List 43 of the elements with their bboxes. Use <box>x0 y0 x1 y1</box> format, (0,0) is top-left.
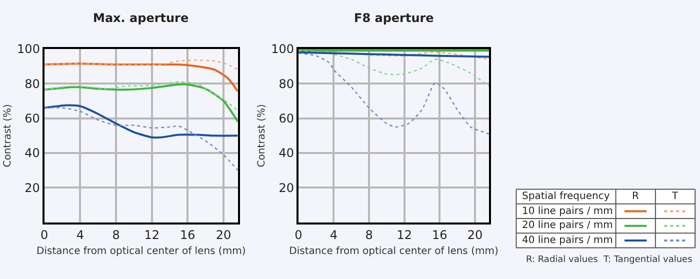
x-axis-title: Distance from optical center of lens (mm) <box>36 246 246 257</box>
x-tick-label: 16 <box>432 228 448 242</box>
line-series <box>44 104 238 139</box>
line-series <box>44 62 238 92</box>
y-tick-label: 40 <box>24 146 40 160</box>
x-tick-label: 16 <box>180 228 196 242</box>
x-tick-label: 12 <box>144 228 160 242</box>
legend-label: 20 line pairs / mm <box>522 220 613 231</box>
text: R <box>632 191 639 202</box>
y-axis-title: Contrast (%) <box>256 104 268 168</box>
legend-title: Spatial frequency <box>522 191 610 202</box>
legend-label: 40 line pairs / mm <box>522 235 613 246</box>
y-axis-title: Contrast (%) <box>2 104 14 168</box>
y-tick-label: 20 <box>24 180 40 195</box>
x-tick-label: 0 <box>294 228 302 242</box>
y-tick-label: 100 <box>271 42 294 56</box>
y-tick-label: 60 <box>24 112 40 126</box>
chart-title: Max. aperture <box>93 11 189 25</box>
x-tick-label: 12 <box>396 228 412 242</box>
y-tick-label: 80 <box>24 76 40 91</box>
text: T <box>671 191 679 202</box>
y-tick-label: 40 <box>278 146 294 160</box>
text: R: Radial values T: Tangential values <box>526 255 693 265</box>
legend-label: 10 line pairs / mm <box>522 206 613 217</box>
line-series <box>44 83 238 123</box>
x-tick-label: 8 <box>365 228 373 242</box>
x-tick-label: 0 <box>40 228 48 242</box>
x-tick-label: 4 <box>330 228 338 242</box>
line-series <box>298 50 490 87</box>
line-series <box>44 107 238 171</box>
line-series <box>44 81 238 112</box>
line-series <box>44 60 238 70</box>
x-tick-label: 20 <box>216 228 232 242</box>
line-series <box>298 52 490 135</box>
y-tick-label: 80 <box>278 76 294 91</box>
x-tick-label: 4 <box>76 228 84 242</box>
y-tick-label: 20 <box>278 180 294 195</box>
chart-title: F8 aperture <box>354 11 434 25</box>
y-tick-label: 100 <box>17 42 40 56</box>
x-axis-title: Distance from optical center of lens (mm) <box>289 246 498 257</box>
x-tick-label: 20 <box>467 228 483 242</box>
y-tick-label: 60 <box>278 112 294 126</box>
x-tick-label: 8 <box>112 228 120 242</box>
